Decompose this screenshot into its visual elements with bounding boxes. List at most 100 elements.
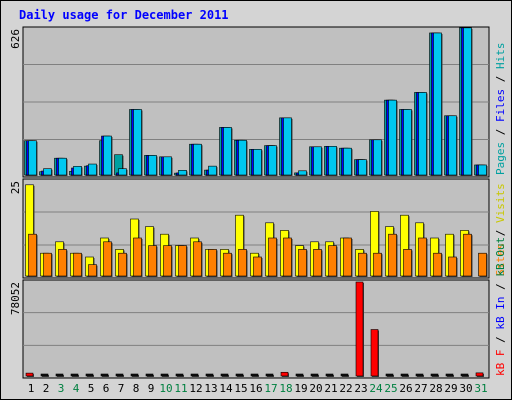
- bar-sites: [163, 245, 173, 277]
- bar-kb-f: [340, 373, 349, 377]
- bar-sites: [403, 249, 413, 277]
- x-tick-label: 15: [234, 382, 247, 395]
- bar-hits: [448, 115, 458, 176]
- bar-kb-f: [175, 373, 184, 377]
- bar-kb-f: [355, 281, 364, 377]
- bar-sites: [343, 237, 353, 277]
- legend-entry: /: [494, 122, 507, 142]
- panel-max-label: 25: [9, 181, 22, 194]
- x-tick-label: 1: [28, 382, 35, 395]
- bar-kb-f: [145, 373, 154, 377]
- bar-kb-f: [265, 373, 274, 377]
- bar-hits: [388, 99, 398, 176]
- bar-hits: [58, 157, 68, 176]
- panel-legend: kB F / kB In / kB Out: [494, 237, 507, 376]
- bar-hits: [328, 146, 338, 176]
- bar-hits: [478, 164, 488, 176]
- bar-hits: [208, 165, 218, 176]
- bar-sites: [238, 249, 248, 277]
- x-tick-label: 9: [148, 382, 155, 395]
- bar-kb-f: [310, 373, 319, 377]
- x-tick-label: 2: [43, 382, 50, 395]
- legend-entry: Visits: [494, 183, 507, 223]
- legend-entry: /: [494, 277, 507, 297]
- bar-kb-f: [70, 373, 79, 377]
- x-tick-label: 31: [474, 382, 487, 395]
- bar-sites: [178, 245, 188, 277]
- bar-hits: [223, 127, 233, 176]
- bar-kb-f: [100, 373, 109, 377]
- bar-kb-f: [370, 329, 379, 377]
- panel-visits-sites: 25 Sites / Visits: [9, 178, 507, 279]
- bar-sites: [298, 249, 308, 277]
- legend-entry: kB In: [494, 297, 507, 330]
- panel-max-label: 78052: [9, 282, 22, 315]
- bar-hits: [463, 27, 473, 177]
- bar-hits: [343, 147, 353, 176]
- bar-kb-f: [430, 373, 439, 377]
- x-tick-label: 14: [219, 382, 233, 395]
- x-tick-label: 7: [118, 382, 125, 395]
- bar-sites: [373, 252, 383, 277]
- legend-entry: Files: [494, 89, 507, 122]
- bar-hits: [193, 143, 203, 176]
- bar-hits: [133, 109, 143, 176]
- panel-bars: [25, 184, 488, 277]
- bar-hits: [268, 145, 278, 176]
- bar-hits: [358, 159, 368, 176]
- bar-kb-f: [475, 372, 484, 377]
- x-tick-label: 25: [384, 382, 397, 395]
- x-tick-label: 28: [429, 382, 442, 395]
- legend-entry: kB F: [494, 350, 507, 377]
- x-tick-label: 10: [159, 382, 172, 395]
- x-tick-label: 12: [189, 382, 202, 395]
- bar-kb-f: [250, 373, 259, 377]
- bar-kb-f: [460, 373, 469, 377]
- bar-kb-f: [85, 373, 94, 377]
- bar-sites: [58, 249, 68, 277]
- bar-hits: [88, 163, 98, 176]
- bar-sites: [118, 252, 128, 277]
- bar-kb-f: [160, 373, 169, 377]
- x-tick-label: 23: [354, 382, 367, 395]
- bar-hits: [103, 135, 113, 176]
- bar-sites: [313, 249, 323, 277]
- x-tick-label: 11: [174, 382, 187, 395]
- bar-hits: [373, 139, 383, 176]
- bar-kb-f: [220, 373, 229, 377]
- bar-sites: [88, 264, 98, 277]
- bar-hits: [238, 139, 248, 176]
- bar-kb-f: [445, 373, 454, 377]
- bar-sites: [43, 252, 53, 277]
- x-tick-label: 24: [369, 382, 383, 395]
- legend-entry: Sites: [494, 243, 507, 276]
- panel-legend: Pages / Files / Hits: [494, 43, 507, 176]
- x-tick-label: 16: [249, 382, 262, 395]
- bar-sites: [28, 233, 38, 277]
- x-tick-label: 30: [459, 382, 472, 395]
- x-tick-label: 13: [204, 382, 217, 395]
- bar-sites: [133, 237, 143, 277]
- legend-entry: Hits: [494, 43, 507, 70]
- x-tick-label: 19: [294, 382, 307, 395]
- bar-kb-f: [415, 373, 424, 377]
- bar-sites: [148, 245, 158, 277]
- legend-entry: Pages: [494, 142, 507, 175]
- x-tick-label: 21: [324, 382, 337, 395]
- bar-kb-f: [205, 373, 214, 377]
- bar-hits: [118, 168, 128, 176]
- bar-kb-f: [55, 373, 64, 377]
- x-tick-label: 27: [414, 382, 427, 395]
- bar-kb-f: [130, 373, 139, 377]
- panel-legend: Sites / Visits: [494, 183, 507, 276]
- panel-bars: [25, 281, 484, 377]
- x-tick-label: 17: [264, 382, 277, 395]
- legend-entry: /: [494, 330, 507, 350]
- legend-entry: /: [494, 223, 507, 243]
- bar-kb-f: [280, 371, 289, 377]
- bar-kb-f: [115, 373, 124, 377]
- x-tick-label: 20: [309, 382, 322, 395]
- x-tick-label: 18: [279, 382, 292, 395]
